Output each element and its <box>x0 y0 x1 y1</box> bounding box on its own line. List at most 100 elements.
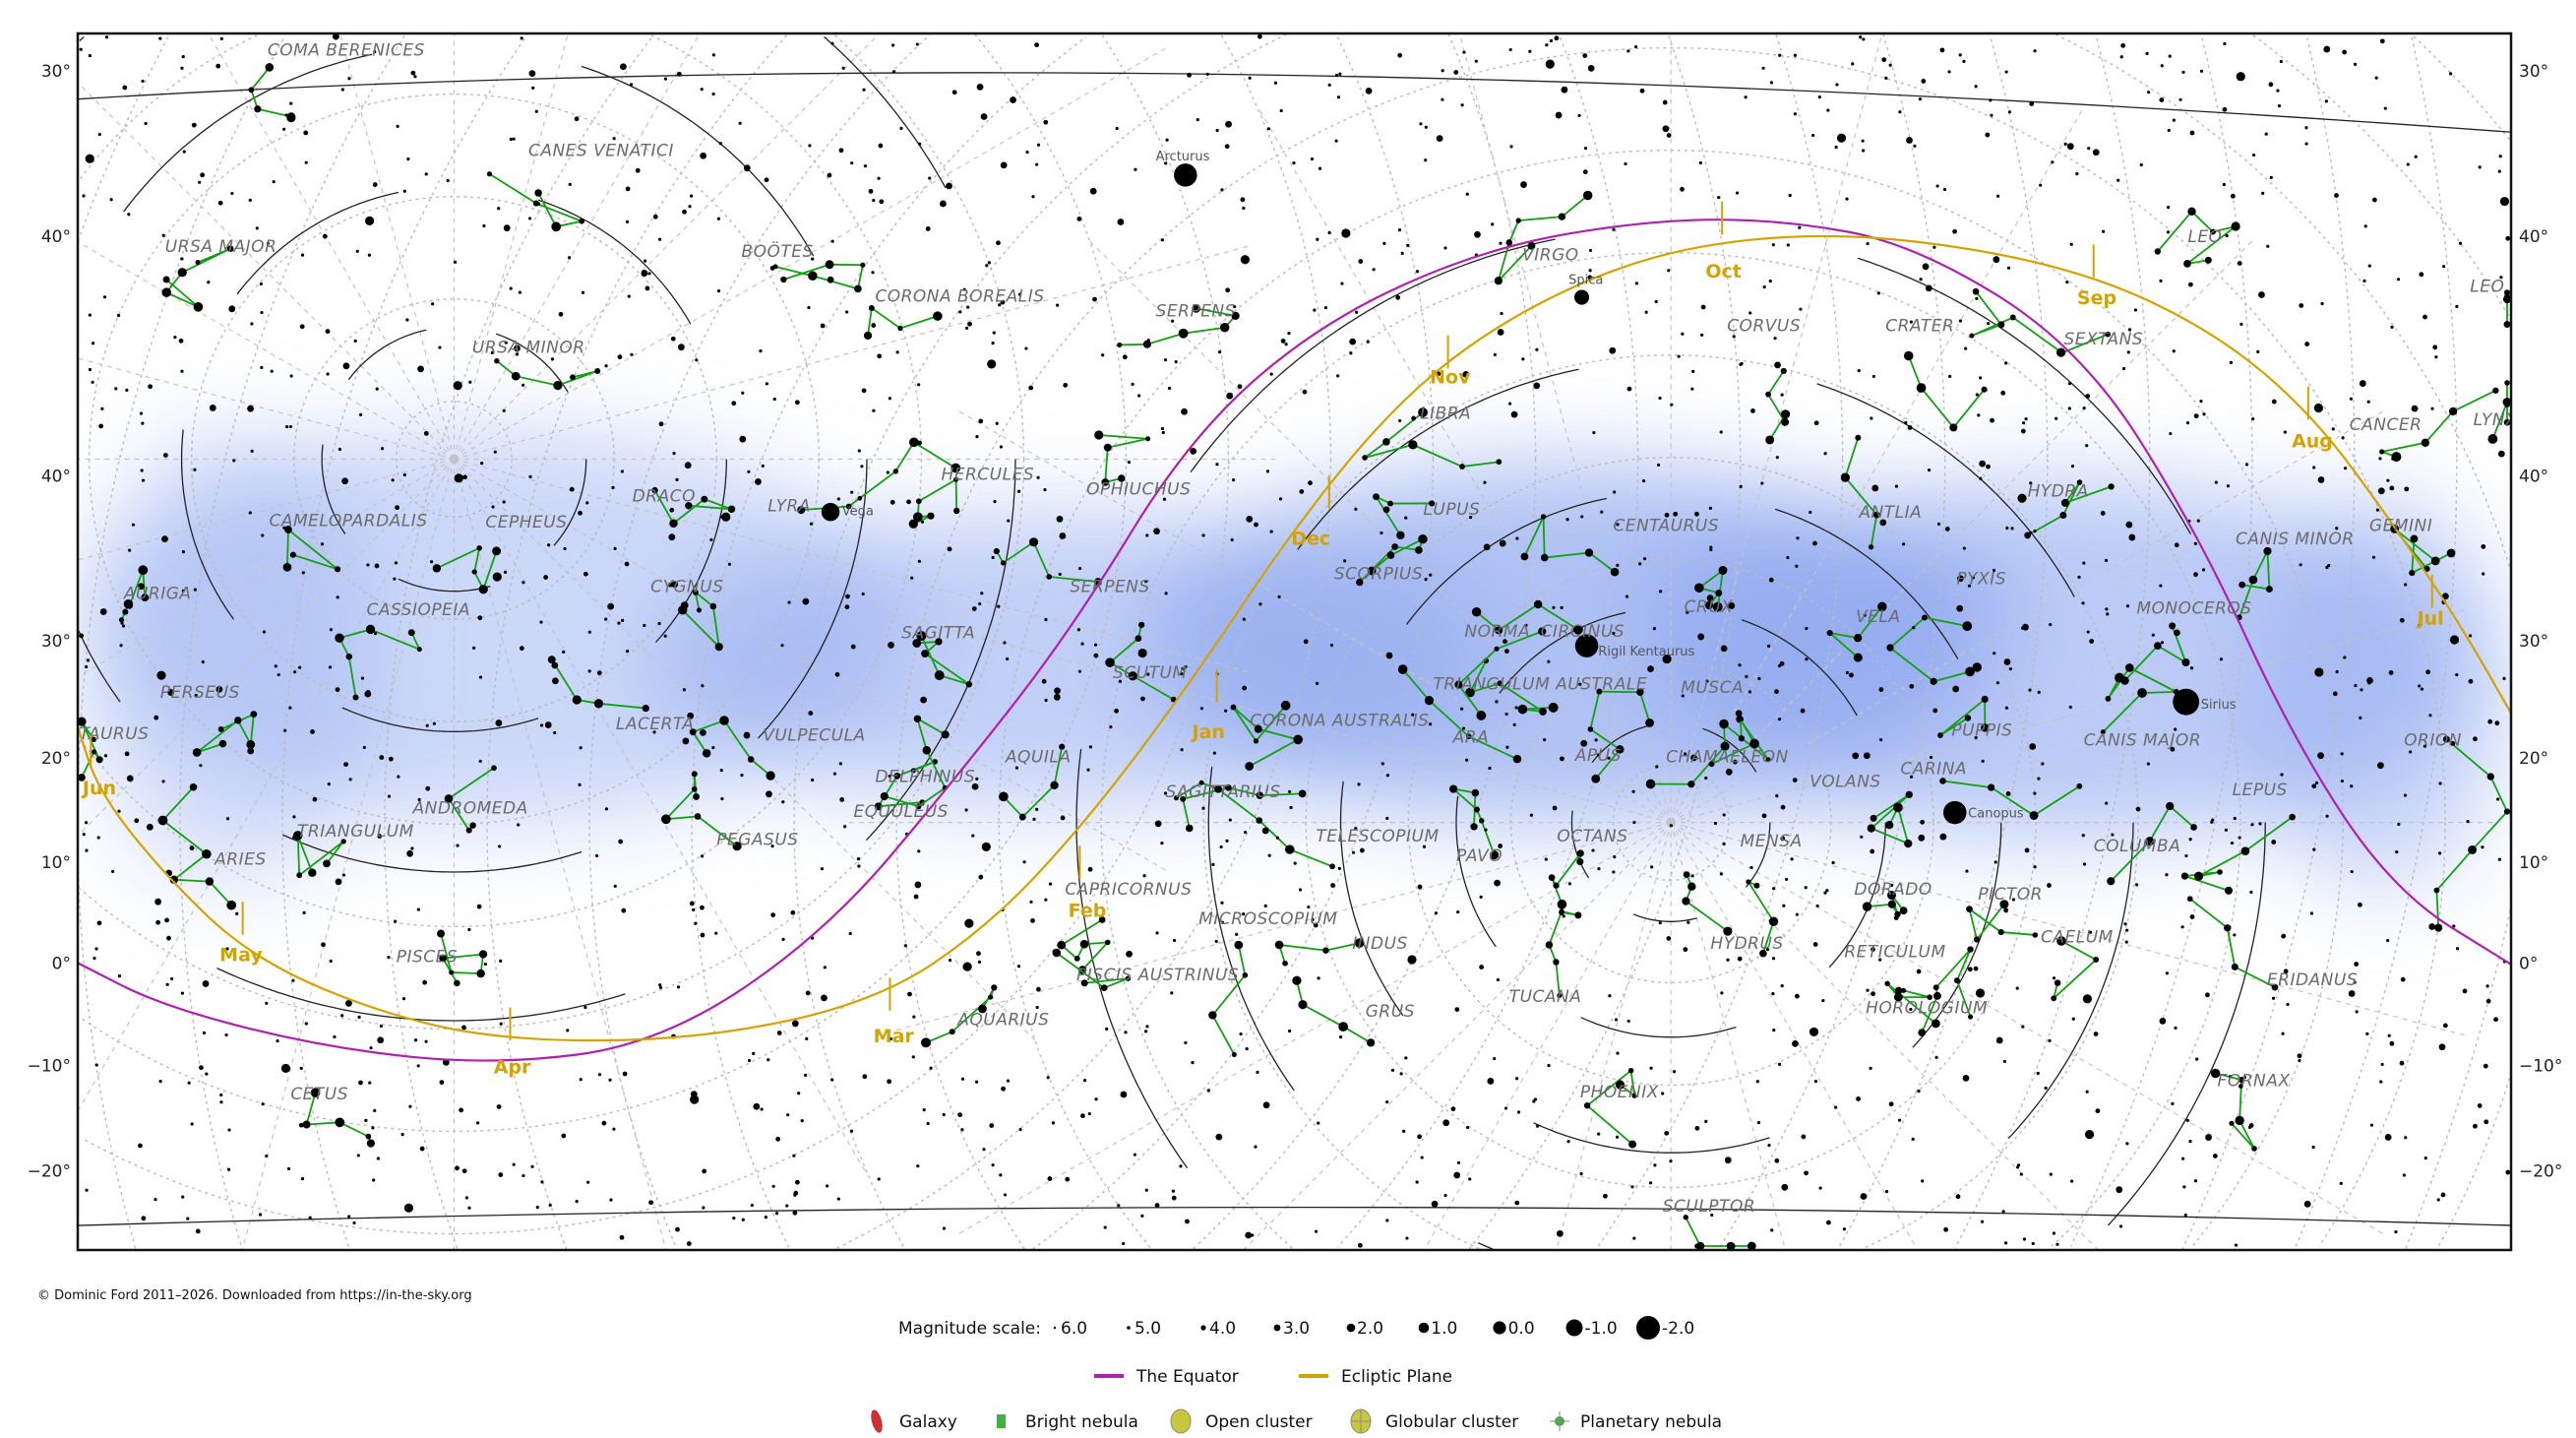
star <box>2498 155 2502 158</box>
figure-star <box>2051 995 2057 1002</box>
star <box>2379 38 2385 44</box>
constellation-figure <box>1468 659 1554 713</box>
constellation-figure <box>1175 782 1333 868</box>
star <box>1795 912 1799 916</box>
star <box>477 615 483 621</box>
star <box>2066 143 2074 151</box>
figure-star <box>2060 498 2069 507</box>
star <box>2086 630 2090 634</box>
star <box>1857 369 1861 373</box>
figure-star <box>439 954 448 963</box>
star <box>2047 883 2052 888</box>
star <box>304 1022 308 1026</box>
bright-star-label: Sirius <box>2201 698 2237 713</box>
star <box>1329 643 1334 648</box>
star <box>720 797 724 801</box>
globular-cluster-icon <box>1350 1408 1372 1434</box>
magnitude-label: -1.0 <box>1585 1319 1618 1339</box>
star <box>1634 44 1638 49</box>
star <box>608 1078 612 1082</box>
figure-star <box>2193 871 2204 881</box>
star <box>1225 120 1232 128</box>
star <box>425 723 429 727</box>
figure-star <box>2217 869 2223 875</box>
star <box>1927 469 1932 472</box>
figure-star <box>2504 293 2510 299</box>
declination-circle <box>588 33 2511 1246</box>
star <box>1761 813 1767 819</box>
star <box>1327 230 1331 235</box>
figure-star <box>993 547 1000 555</box>
star <box>2449 635 2460 645</box>
figure-star <box>1574 911 1582 919</box>
star <box>1256 1070 1259 1074</box>
star <box>1184 1040 1188 1045</box>
star <box>335 687 340 693</box>
figure-star <box>642 704 649 713</box>
constellation-label: CAMELOPARDALIS <box>270 512 428 531</box>
star <box>2404 583 2408 587</box>
figure-star <box>1867 824 1875 833</box>
constellation-label: SAGITTARIUS <box>1166 782 1281 802</box>
star <box>543 575 549 580</box>
star <box>1638 562 1642 566</box>
star <box>1405 1236 1409 1240</box>
star <box>371 1126 375 1130</box>
star <box>2182 1185 2186 1189</box>
declination-circle <box>82 34 1230 1235</box>
star <box>2222 182 2226 187</box>
figure-star <box>860 262 866 268</box>
star <box>1317 976 1320 980</box>
star <box>300 253 305 257</box>
star <box>92 957 96 961</box>
star <box>596 670 602 676</box>
star <box>1029 900 1033 904</box>
star <box>888 397 891 401</box>
star <box>1870 848 1875 854</box>
figure-star <box>1517 704 1528 715</box>
star <box>1777 1062 1782 1067</box>
figure-star <box>797 506 806 515</box>
figure-star <box>951 463 961 473</box>
star <box>515 352 520 356</box>
figure-star <box>2503 418 2511 426</box>
star <box>85 848 89 852</box>
constellation-label: PEGASUS <box>716 830 798 849</box>
figure-star <box>863 331 873 341</box>
star <box>1226 392 1234 400</box>
star <box>261 1102 265 1106</box>
star <box>141 421 145 425</box>
hour-line <box>453 459 667 1250</box>
star <box>226 1167 231 1171</box>
figure-star <box>1558 213 1566 220</box>
star <box>127 213 131 217</box>
star <box>517 823 521 827</box>
star <box>613 546 617 550</box>
star <box>1215 463 1219 467</box>
star <box>2268 82 2274 88</box>
figure-star <box>1872 511 1880 519</box>
star <box>1164 592 1168 595</box>
constellation-figure <box>1401 668 1518 760</box>
star <box>1962 59 1966 63</box>
figure-star <box>1362 455 1368 461</box>
star <box>195 1228 201 1234</box>
figure-star <box>254 105 262 113</box>
star <box>686 1241 692 1246</box>
star <box>96 920 102 926</box>
star <box>336 595 339 599</box>
star <box>464 1196 468 1200</box>
star <box>2397 822 2401 826</box>
constellation-label: CANCER <box>2350 415 2423 435</box>
star <box>187 1081 191 1085</box>
figure-star <box>1520 552 1529 561</box>
star <box>2205 1134 2212 1141</box>
star <box>914 881 922 889</box>
star <box>1162 497 1167 501</box>
star <box>343 762 348 768</box>
constellation-figure <box>1364 411 1500 468</box>
star <box>139 411 144 415</box>
star <box>1093 653 1099 658</box>
constellation-figure <box>1003 746 1064 819</box>
